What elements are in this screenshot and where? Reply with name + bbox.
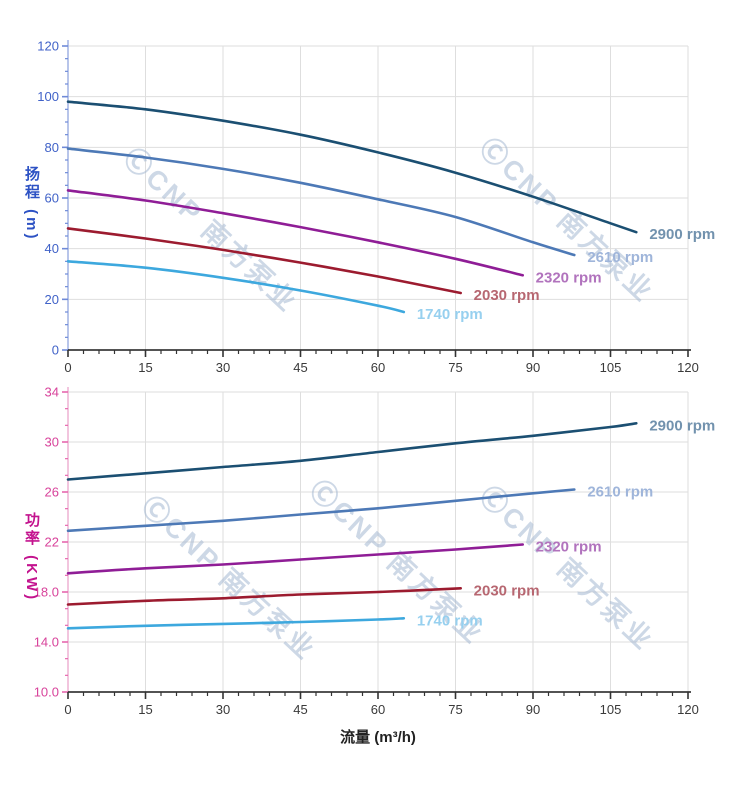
y-tick-label: 60 xyxy=(45,191,59,206)
curve-label-2900-rpm: 2900 rpm xyxy=(649,417,715,434)
curve-2320-rpm xyxy=(66,543,524,575)
flow-axis-title: 流量 (m³/h) xyxy=(340,729,416,746)
x-tick-label: 105 xyxy=(600,360,622,375)
y-tick-label: 0 xyxy=(52,343,59,358)
x-tick-label: 45 xyxy=(293,360,307,375)
curve-label-2030-rpm: 2030 rpm xyxy=(474,582,540,599)
power-axis-title: 功率 (KW) xyxy=(23,512,40,603)
x-ticks: 0 15 30 45 60 75 90 105 120 xyxy=(64,692,699,717)
curve-2610-rpm xyxy=(66,147,576,257)
curve-2900-rpm xyxy=(66,422,638,481)
curve-label-2900-rpm: 2900 rpm xyxy=(649,226,715,243)
x-tick-label: 30 xyxy=(216,702,230,717)
y-tick-label: 26 xyxy=(45,485,59,500)
y-tick-label: 14.0 xyxy=(34,635,59,650)
curve-1740-rpm xyxy=(66,260,406,314)
y-tick-label: 20 xyxy=(45,292,59,307)
curve-2320-rpm xyxy=(66,189,524,277)
x-tick-label: 0 xyxy=(64,702,71,717)
x-tick-label: 120 xyxy=(677,360,699,375)
x-tick-label: 0 xyxy=(64,360,71,375)
head-axis-title: 扬程 (m) xyxy=(23,166,40,242)
power-chart: 10.0 14.0 18.0 22 26 30 34 0 15 30 45 60 75 90 105 120 2… xyxy=(34,385,716,718)
curve-label-2610-rpm: 2610 rpm xyxy=(587,249,653,266)
curve-1740-rpm xyxy=(66,617,406,630)
y-tick-label: 120 xyxy=(37,39,59,54)
curve-2030-rpm xyxy=(66,227,462,295)
y-ticks: 0 20 40 60 80 100 120 xyxy=(37,39,68,358)
power-chart-gridlines xyxy=(68,391,689,692)
curve-2900-rpm xyxy=(66,100,638,234)
curve-label-1740-rpm: 1740 rpm xyxy=(417,612,483,629)
y-ticks: 10.0 14.0 18.0 22 26 30 34 xyxy=(34,385,68,700)
curve-label-2030-rpm: 2030 rpm xyxy=(474,287,540,304)
y-tick-label: 10.0 xyxy=(34,685,59,700)
x-tick-label: 15 xyxy=(138,360,152,375)
x-tick-label: 15 xyxy=(138,702,152,717)
x-tick-label: 60 xyxy=(371,702,385,717)
y-tick-label: 18.0 xyxy=(34,585,59,600)
x-tick-label: 75 xyxy=(448,702,462,717)
curve-label-2610-rpm: 2610 rpm xyxy=(587,484,653,501)
x-tick-label: 90 xyxy=(526,360,540,375)
x-tick-label: 120 xyxy=(677,702,699,717)
curve-label-2320-rpm: 2320 rpm xyxy=(536,539,602,556)
curve-label-1740-rpm: 1740 rpm xyxy=(417,306,483,323)
x-ticks: 0 15 30 45 60 75 90 105 120 xyxy=(64,350,699,375)
curve-2610-rpm xyxy=(66,488,576,533)
x-tick-label: 75 xyxy=(448,360,462,375)
watermark-text: ⒸCNP 南方泵业 xyxy=(474,480,660,657)
x-tick-label: 90 xyxy=(526,702,540,717)
y-tick-label: 34 xyxy=(45,385,59,400)
head-chart: 0 20 40 60 80 100 120 0 15 30 45 60 75 90 105 120 2900 r… xyxy=(37,39,715,376)
x-tick-label: 45 xyxy=(293,702,307,717)
y-tick-label: 22 xyxy=(45,535,59,550)
y-tick-label: 30 xyxy=(45,435,59,450)
curve-2030-rpm xyxy=(66,587,462,606)
x-tick-label: 60 xyxy=(371,360,385,375)
y-tick-label: 80 xyxy=(45,140,59,155)
x-tick-label: 105 xyxy=(600,702,622,717)
y-tick-label: 100 xyxy=(37,89,59,104)
x-tick-label: 30 xyxy=(216,360,230,375)
y-tick-label: 40 xyxy=(45,241,59,256)
curve-label-2320-rpm: 2320 rpm xyxy=(536,269,602,286)
